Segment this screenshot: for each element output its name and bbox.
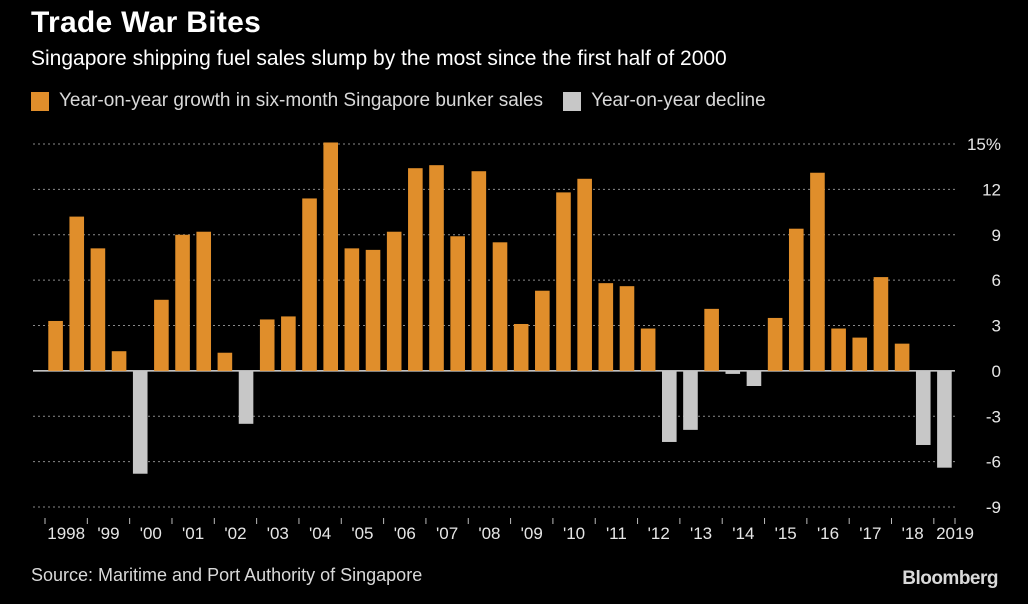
y-tick-label: 9 [992, 226, 1001, 245]
legend-swatch-decline [563, 91, 582, 111]
bar [831, 328, 846, 371]
x-tick-label: '12 [648, 524, 670, 543]
bar [577, 178, 592, 371]
x-tick-label: '17 [859, 524, 881, 543]
x-tick-label: 1998 [47, 524, 85, 543]
bar [915, 370, 931, 445]
x-tick-label: 2019 [936, 524, 974, 543]
bar [302, 198, 317, 371]
bar [386, 231, 402, 371]
x-tick-label: '16 [817, 524, 839, 543]
chart-subtitle: Singapore shipping fuel sales slump by t… [31, 47, 727, 70]
bar [365, 249, 381, 371]
bar [344, 248, 360, 371]
bar [90, 248, 106, 371]
x-tick-label: '11 [606, 524, 627, 543]
bar [323, 142, 338, 371]
bar [217, 352, 233, 371]
x-tick-label: '09 [521, 524, 543, 543]
chart-title: Trade War Bites [31, 6, 262, 39]
bar [788, 228, 804, 371]
bar [662, 370, 677, 442]
bar [640, 328, 656, 371]
bar [619, 286, 635, 371]
bar [704, 308, 719, 371]
legend-swatch-growth [31, 91, 49, 111]
bar [111, 351, 127, 371]
bar [746, 370, 762, 386]
bar [281, 316, 296, 371]
y-tick-label: -3 [986, 407, 1001, 426]
x-tick-label: '07 [436, 524, 458, 543]
y-tick-label: -9 [986, 498, 1001, 517]
bar [154, 299, 169, 371]
x-tick-label: '10 [563, 524, 585, 543]
x-tick-label: '06 [394, 524, 416, 543]
bar [408, 168, 423, 371]
legend-label-growth: Year-on-year growth in six-month Singapo… [59, 90, 544, 111]
bar [894, 343, 910, 371]
bar [69, 216, 85, 371]
y-tick-label: 3 [992, 317, 1001, 336]
bar [767, 317, 783, 371]
bar [937, 370, 952, 468]
bar [725, 370, 741, 374]
x-tick-label: '04 [309, 524, 331, 543]
bar [429, 165, 444, 371]
x-tick-label: '15 [775, 524, 797, 543]
legend: Year-on-year growth in six-month Singapo… [31, 90, 786, 112]
bar [852, 337, 868, 371]
x-tick-label: '13 [690, 524, 712, 543]
bar [196, 231, 212, 371]
bar [48, 320, 63, 371]
brand-logo: Bloomberg [902, 568, 998, 589]
bar [513, 323, 529, 371]
bar [238, 370, 254, 424]
y-tick-label: 12 [982, 180, 1001, 199]
bar [556, 192, 571, 371]
x-tick-label: '18 [902, 524, 924, 543]
bar [873, 277, 889, 371]
x-tick-label: '99 [97, 524, 119, 543]
bar [132, 370, 148, 474]
x-tick-label: '01 [182, 524, 204, 543]
x-tick-label: '00 [140, 524, 162, 543]
legend-item-growth: Year-on-year growth in six-month Singapo… [31, 90, 543, 112]
bar [450, 236, 465, 371]
bar [535, 290, 550, 371]
x-tick-label: '05 [351, 524, 373, 543]
x-tick-label: '02 [224, 524, 246, 543]
y-tick-label: 6 [992, 271, 1001, 290]
bar [598, 283, 614, 371]
bar [810, 172, 825, 371]
y-tick-label: 15% [967, 135, 1001, 154]
legend-label-decline: Year-on-year decline [591, 90, 766, 111]
bar [683, 370, 698, 430]
bar [259, 319, 275, 371]
bar [471, 171, 487, 371]
x-tick-label: '14 [732, 524, 754, 543]
source-note: Source: Maritime and Port Authority of S… [31, 565, 423, 585]
bar [492, 242, 508, 371]
legend-item-decline: Year-on-year decline [563, 90, 766, 112]
x-tick-label: '08 [478, 524, 500, 543]
x-tick-label: '03 [267, 524, 289, 543]
y-tick-label: 0 [992, 362, 1001, 381]
y-tick-label: -6 [986, 453, 1001, 472]
bar [175, 234, 190, 371]
